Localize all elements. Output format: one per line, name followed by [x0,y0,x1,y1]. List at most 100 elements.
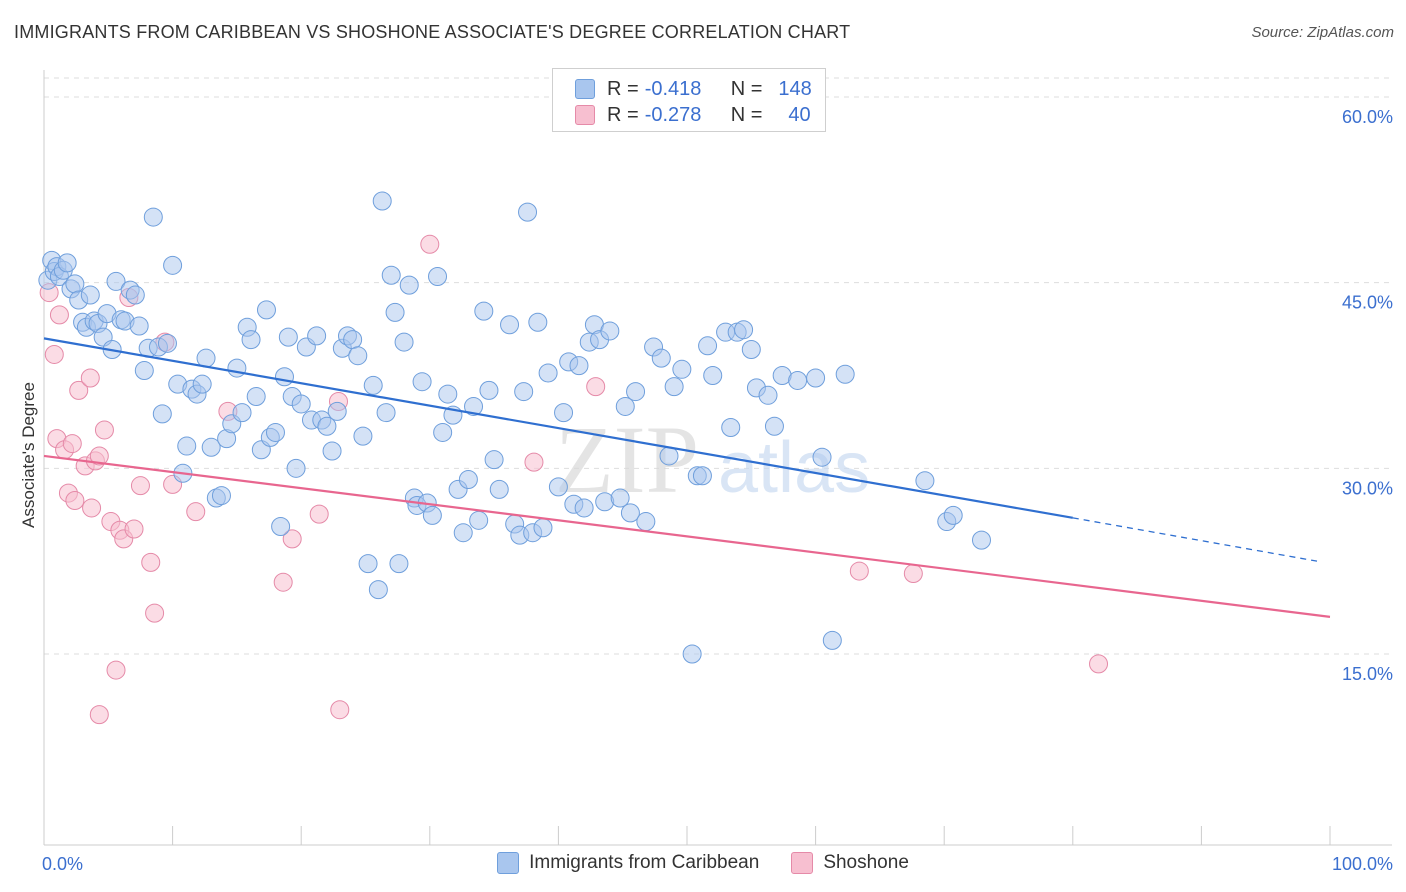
caribbean-point [385,302,405,322]
series-legend: Immigrants from Caribbean Shoshone [0,852,1406,874]
shoshone-point [80,368,100,388]
caribbean-point [438,384,458,404]
caribbean-point [106,271,126,291]
caribbean-point [692,466,712,486]
caribbean-point [317,416,337,436]
y-axis-label: Associate's Degree [19,382,38,528]
shoshone-point [586,377,606,397]
caribbean-point [428,266,448,286]
watermark-atlas: atlas [718,428,870,508]
y-tick-label: 60.0% [1342,107,1393,127]
caribbean-point [548,477,568,497]
r-label: R = [607,77,639,100]
caribbean-point [458,469,478,489]
caribbean-point [152,404,172,424]
caribbean-point [80,285,100,305]
caribbean-point [500,315,520,335]
shoshone-point [903,564,923,584]
shoshone-point [89,446,109,466]
legend-label-shoshone: Shoshone [823,852,909,873]
shoshone-point [849,561,869,581]
caribbean-point [474,301,494,321]
shoshone-point [124,519,144,539]
caribbean-point [479,380,499,400]
shoshone-point [273,572,293,592]
caribbean-trend-extension [1072,517,1318,562]
chart-title: IMMIGRANTS FROM CARIBBEAN VS SHOSHONE AS… [14,22,851,42]
trend-lines [43,337,1331,618]
caribbean-point [569,356,589,376]
caribbean-point [636,512,656,532]
n-label: N = [730,103,763,126]
caribbean-point [322,441,342,461]
y-tick-label: 30.0% [1342,478,1393,498]
shoshone-points [39,234,1109,725]
caribbean-point [57,253,77,273]
caribbean-point [651,348,671,368]
shoshone-point [145,603,165,623]
caribbean-point [943,505,963,525]
caribbean-points [38,191,991,664]
caribbean-point [698,336,718,356]
r-label: R = [607,103,639,126]
caribbean-point [469,510,489,530]
caribbean-point [615,396,635,416]
y-tick-label: 15.0% [1342,664,1393,684]
stats-row-shoshone: R = -0.278 N = 40 [575,103,811,127]
caribbean-point [412,372,432,392]
n-value: 40 [788,103,811,126]
shoshone-point [89,705,109,725]
shoshone-point [49,305,69,325]
shoshone-point [1089,654,1109,674]
legend-item-caribbean[interactable]: Immigrants from Caribbean [497,852,759,874]
legend-item-shoshone[interactable]: Shoshone [791,852,909,874]
caribbean-point [721,417,741,437]
caribbean-swatch [575,79,595,99]
caribbean-point [389,554,409,574]
caribbean-point [129,316,149,336]
caribbean-point [664,377,684,397]
caribbean-point [291,394,311,414]
caribbean-point [822,630,842,650]
caribbean-point [363,375,383,395]
shoshone-point [309,504,329,524]
caribbean-point [741,340,761,360]
caribbean-point [157,333,177,353]
r-value: -0.418 [644,77,702,100]
x-tick-label: 100.0% [1332,854,1393,874]
caribbean-point [278,327,298,347]
shoshone-point [282,529,302,549]
caribbean-point [143,207,163,227]
caribbean-point [533,518,553,538]
shoshone-point [330,700,350,720]
shoshone-point [130,476,150,496]
caribbean-point [232,403,252,423]
shoshone-point [82,498,102,518]
caribbean-point [610,488,630,508]
caribbean-point [433,422,453,442]
shoshone-point [420,234,440,254]
caribbean-point [343,330,363,350]
caribbean-point [65,274,85,294]
shoshone-point [94,420,114,440]
caribbean-point [394,332,414,352]
shoshone-point [65,491,85,511]
caribbean-point [422,505,442,525]
caribbean-point [518,202,538,222]
caribbean-point [286,458,306,478]
caribbean-point [659,446,679,466]
caribbean-point [806,368,826,388]
caribbean-point [358,554,378,574]
caribbean-point [399,275,419,295]
caribbean-point [788,370,808,390]
shoshone-point [62,434,82,454]
caribbean-point [971,530,991,550]
shoshone-legend-swatch [791,852,814,874]
caribbean-point [125,285,145,305]
shoshone-point [186,502,206,522]
caribbean-point [265,422,285,442]
caribbean-point [227,358,247,378]
caribbean-point [201,437,221,457]
caribbean-point [353,426,373,446]
